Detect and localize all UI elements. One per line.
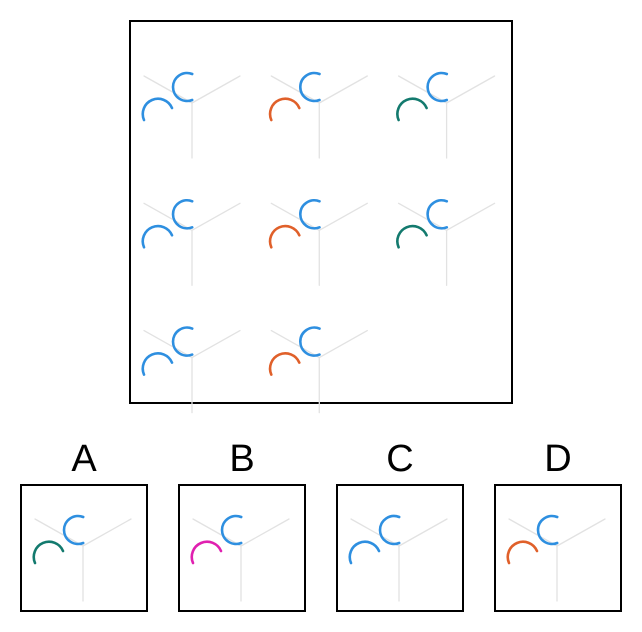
- guide-line: [270, 75, 320, 104]
- orange-arc-icon: [506, 540, 539, 565]
- c-arc-icon: [426, 199, 449, 230]
- c-arc-icon: [299, 71, 321, 103]
- blue-arc-icon: [141, 352, 174, 376]
- grid-cell-6: [396, 199, 496, 286]
- guide-line: [191, 329, 241, 359]
- orange-arc-icon: [268, 224, 301, 249]
- question-grid: [141, 71, 512, 414]
- grid-cell-3: [396, 71, 496, 159]
- teal-arc-icon: [396, 97, 428, 122]
- guide-line: [34, 518, 84, 547]
- option-c[interactable]: C: [336, 438, 464, 612]
- option-a[interactable]: A: [20, 438, 148, 612]
- guide-line: [192, 518, 242, 547]
- blue-arc-icon: [348, 540, 381, 565]
- c-arc-icon: [378, 514, 401, 546]
- grid-cell-1: [141, 71, 241, 159]
- guide-line: [270, 202, 320, 231]
- guide-line: [191, 75, 241, 104]
- guide-line: [270, 329, 320, 359]
- blue-arc-icon: [141, 97, 174, 122]
- guide-line: [397, 75, 448, 104]
- c-arc-icon: [171, 199, 194, 230]
- guide-line: [556, 518, 606, 547]
- c-arc-icon: [299, 199, 321, 230]
- guide-line: [82, 518, 132, 547]
- guide-line: [191, 202, 241, 231]
- c-arc-icon: [299, 326, 321, 357]
- blue-arc-icon: [141, 224, 174, 249]
- c-arc-icon: [171, 71, 194, 103]
- guide-line: [143, 202, 193, 231]
- guide-line: [318, 329, 368, 359]
- option-label: D: [544, 438, 571, 480]
- option-motif: [190, 514, 290, 602]
- guide-line: [143, 329, 193, 359]
- c-arc-icon: [536, 514, 559, 546]
- option-motif: [348, 514, 448, 602]
- guide-line: [398, 518, 448, 547]
- teal-arc-icon: [396, 224, 428, 249]
- option-b[interactable]: B: [178, 438, 306, 612]
- question-grid-frame: [129, 20, 513, 404]
- teal-arc-icon: [32, 540, 65, 565]
- option-label: A: [71, 438, 97, 480]
- option-motif: [32, 514, 132, 602]
- guide-line: [445, 202, 496, 231]
- grid-cell-4: [141, 199, 241, 286]
- grid-cell-8: [268, 326, 368, 414]
- grid-cell-5: [268, 199, 368, 286]
- guide-line: [350, 518, 400, 547]
- c-arc-icon: [426, 71, 449, 103]
- c-arc-icon: [171, 326, 194, 357]
- option-label: C: [386, 438, 413, 480]
- option-motif: [506, 514, 606, 602]
- option-d[interactable]: D: [494, 438, 622, 612]
- orange-arc-icon: [268, 352, 301, 376]
- guide-line: [318, 202, 368, 231]
- option-label: B: [229, 438, 254, 480]
- guide-line: [445, 75, 496, 104]
- missing-cell: [385, 276, 512, 403]
- guide-line: [508, 518, 558, 547]
- c-arc-icon: [220, 514, 243, 546]
- guide-line: [143, 75, 193, 104]
- guide-line: [240, 518, 290, 547]
- grid-cell-2: [268, 71, 368, 159]
- option-box[interactable]: [20, 484, 148, 612]
- option-box[interactable]: [494, 484, 622, 612]
- c-arc-icon: [62, 514, 85, 546]
- answer-options: A B C D: [20, 438, 622, 612]
- option-box[interactable]: [336, 484, 464, 612]
- guide-line: [397, 202, 448, 231]
- magenta-arc-icon: [190, 540, 223, 565]
- guide-line: [318, 75, 368, 104]
- orange-arc-icon: [268, 97, 301, 122]
- option-box[interactable]: [178, 484, 306, 612]
- grid-cell-7: [141, 326, 241, 414]
